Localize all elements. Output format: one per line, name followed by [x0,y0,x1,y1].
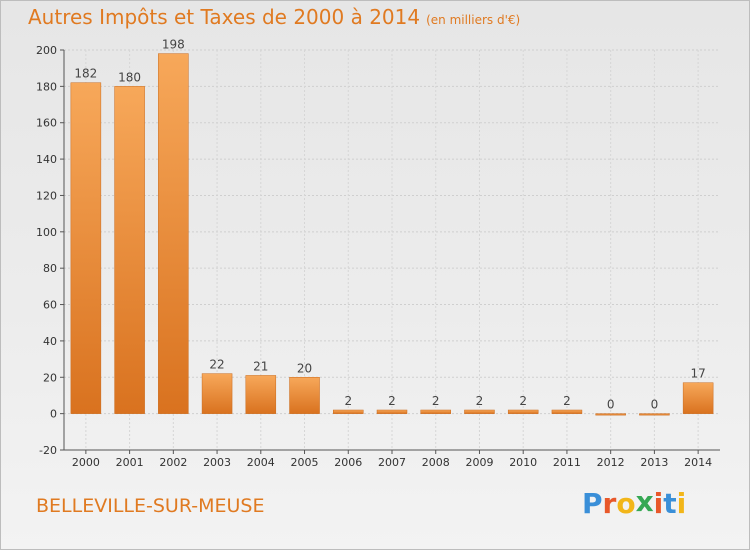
x-tick-label: 2013 [640,456,668,469]
bar-2000 [70,82,102,414]
x-tick-label: 2001 [116,456,144,469]
x-tick-label: 2004 [247,456,275,469]
data-label: 0 [607,398,615,412]
y-tick-label: 60 [43,299,57,312]
title-text: Autres Impôts et Taxes de 2000 à 2014 [28,5,421,29]
y-tick-label: 160 [36,117,57,130]
logo-letter: P [582,487,603,520]
bar-2014 [682,382,714,414]
data-label: 20 [297,361,312,375]
proxiti-logo: Proxiti [582,485,687,520]
bar-2010 [507,409,539,414]
x-tick-label: 2011 [553,456,581,469]
y-tick-label: 200 [36,44,57,57]
data-label: 2 [563,394,571,408]
y-tick-label: 40 [43,335,57,348]
data-label: 182 [74,67,97,81]
data-label: 21 [253,359,268,373]
x-tick-label: 2012 [597,456,625,469]
x-tick-label: 2003 [203,456,231,469]
y-tick-label: 120 [36,189,57,202]
title-unit: (en milliers d'€) [426,13,521,27]
bar-2007 [376,409,408,414]
bar-2012 [595,413,626,416]
data-label: 2 [432,394,440,408]
x-tick-label: 2014 [684,456,712,469]
logo-letter: t [663,487,677,520]
bar-2004 [245,375,277,414]
data-label: 2 [344,394,352,408]
x-tick-label: 2009 [465,456,493,469]
y-tick-label: 80 [43,262,57,275]
data-label: 180 [118,70,141,84]
x-tick-label: 2008 [422,456,450,469]
bar-2003 [201,373,233,414]
logo-letter: r [602,487,617,520]
data-label: 2 [476,394,484,408]
data-label: 17 [690,367,705,381]
y-tick-label: 20 [43,371,57,384]
x-tick-label: 2007 [378,456,406,469]
chart-title: Autres Impôts et Taxes de 2000 à 2014 (en… [28,5,520,29]
data-label: 198 [162,38,185,52]
bar-2013 [639,413,670,416]
bars [70,53,714,416]
y-tick-label: 100 [36,226,57,239]
bar-2009 [464,409,495,414]
bar-2006 [333,409,364,414]
x-tick-label: 2006 [334,456,362,469]
data-label: 22 [209,358,224,372]
bar-2008 [420,409,451,414]
y-tick-label: 140 [36,153,57,166]
data-label: 2 [519,394,527,408]
bar-2005 [289,377,320,414]
data-label: 0 [651,398,659,412]
bar-2001 [114,86,145,414]
y-tick-label: 0 [50,408,57,421]
logo-letter: o [616,487,636,520]
logo-letter: x [635,485,654,518]
data-label: 2 [388,394,396,408]
bar-2011 [551,409,583,414]
x-tick-label: 2002 [159,456,187,469]
y-tick-label: 180 [36,80,57,93]
commune-name: BELLEVILLE-SUR-MEUSE [36,495,265,517]
x-tick-label: 2000 [72,456,100,469]
bar-2002 [158,53,189,414]
x-tick-label: 2005 [291,456,319,469]
x-tick-label: 2010 [509,456,537,469]
logo-letter: i [653,487,664,520]
y-tick-label: -20 [39,444,57,457]
logo-letter: i [676,487,687,520]
